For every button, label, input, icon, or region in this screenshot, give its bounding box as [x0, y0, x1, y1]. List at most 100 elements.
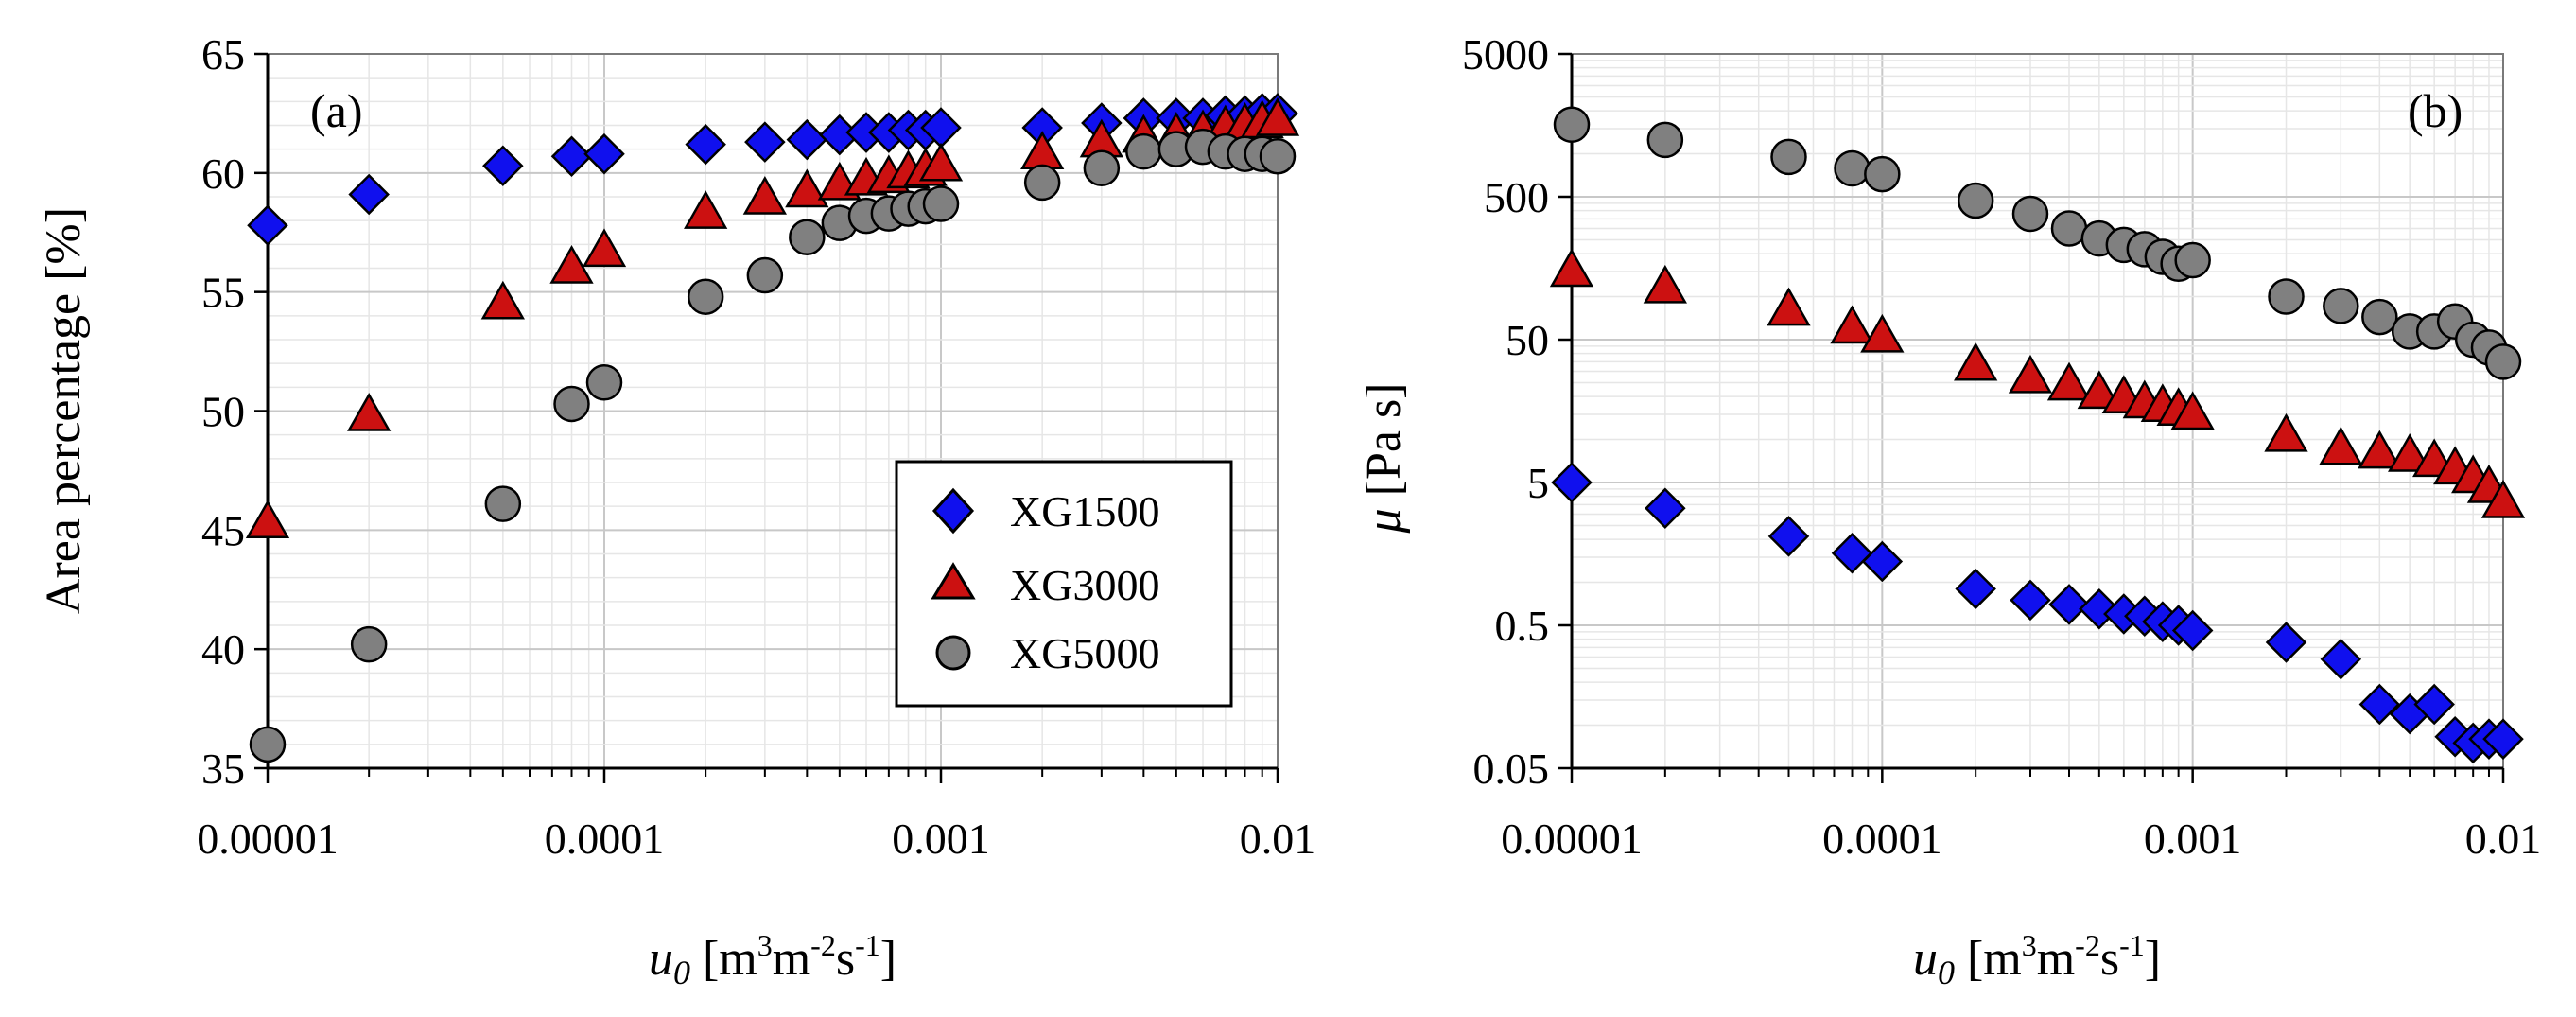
panel-b: 0.00001 0.0001 0.001 0.010.050.55505005000 …	[1357, 30, 2541, 991]
panel-a-point-xg1500	[744, 121, 786, 163]
panel-a-point-xg5000	[1259, 137, 1297, 175]
x-axis-title-sup-1: 3	[757, 928, 773, 962]
panel-b-y-tick-label: 5000	[1462, 30, 1549, 79]
x-axis-title-unit-open: [m	[690, 932, 757, 986]
panel-a-point-xg3000	[1020, 131, 1065, 169]
panel-b-point-xg1500	[2010, 579, 2051, 622]
legend-marker-xg1500	[931, 487, 975, 535]
panel-a-point-xg1500	[247, 204, 288, 246]
panel-b-tick-labels: 0.00001 0.0001 0.001 0.01 0.05 0.5 5 50 500 5000	[1462, 30, 2541, 863]
panel-b-point-xg5000	[2050, 210, 2088, 247]
panel-b-point-xg3000	[1830, 305, 1874, 344]
panel-b-point-xg1500	[2358, 683, 2401, 726]
panel-a-point-xg5000	[350, 625, 388, 663]
panel-b-x-tick-label: 0.001	[2144, 815, 2242, 863]
x-axis-title-subscript: 0	[673, 954, 690, 991]
panel-a-x-axis-title: u0 [m3m-2s-1]	[649, 928, 896, 991]
panel-a-point-xg1500	[482, 145, 524, 187]
panel-b-point-xg3000	[2077, 370, 2121, 410]
panel-a-point-xg5000	[553, 385, 590, 423]
panel-b-point-xg1500	[1831, 532, 1873, 574]
panel-b-point-xg1500	[1861, 540, 1904, 583]
panel-b-point-xg1500	[2413, 683, 2455, 726]
panel-b-plot-frame	[1571, 53, 2504, 769]
panel-b-point-xg5000	[1770, 138, 1807, 176]
y-axis-title-unit: [Pa s]	[1357, 383, 1411, 509]
panel-a-point-xg3000	[785, 168, 829, 208]
panel-b-point-xg3000	[1767, 287, 1811, 326]
panel-a-point-xg5000	[687, 278, 724, 315]
panel-a-point-xg5000	[585, 364, 623, 401]
panel-b-point-xg5000	[2361, 298, 2398, 336]
panel-b-label: (b)	[2408, 84, 2463, 137]
panel-b-y-tick-label: 500	[1484, 173, 1549, 221]
panel-a-point-xg1500	[583, 132, 625, 175]
panel-b-point-xg3000	[1549, 248, 1594, 288]
panel-b-point-xg3000	[2358, 430, 2402, 469]
x-axis-title-unit-open: [m	[1955, 932, 2022, 986]
x-axis-title-unit-mid: m	[2037, 932, 2075, 986]
panel-a-point-xg3000	[480, 280, 525, 320]
panel-b-point-xg3000	[2046, 361, 2092, 401]
x-axis-title-symbol: u	[1913, 932, 1938, 986]
panel-b-x-tick-label: 0.0001	[1822, 815, 1942, 863]
panel-a-point-xg3000	[347, 393, 392, 431]
panel-a-x-tick-label: 0.0001	[545, 815, 665, 863]
panel-b-point-xg3000	[2170, 391, 2215, 430]
panel-b-y-axis-title: μ [Pa s]	[1357, 383, 1411, 535]
panel-a-point-xg3000	[1255, 96, 1300, 136]
legend-label-xg1500: XG1500	[1010, 487, 1159, 535]
panel-a-axes	[254, 52, 1279, 783]
x-axis-title-sup-3: -1	[2119, 928, 2145, 962]
panel-b-point-xg1500	[1955, 568, 1996, 610]
panel-b-point-xg5000	[1553, 106, 1591, 143]
panel-a-point-xg5000	[1083, 149, 1121, 187]
panel-b-point-xg3000	[2480, 480, 2526, 518]
panel-a-point-xg1500	[786, 118, 828, 161]
legend-marker-xg3000	[931, 562, 976, 600]
panel-a-x-tick-label: 0.001	[892, 815, 990, 863]
panel-b-point-xg5000	[1864, 155, 1901, 193]
panel-a-point-xg3000	[582, 228, 627, 268]
panel-b-point-xg3000	[2319, 426, 2363, 465]
x-axis-title-unit-s: s	[836, 932, 855, 986]
panel-b-point-xg5000	[1646, 121, 1684, 159]
panel-b-point-xg1500	[1645, 487, 1686, 530]
x-axis-title-unit-close: ]	[880, 932, 896, 986]
panel-a-label: (a)	[310, 84, 363, 137]
panel-b-y-tick-label: 5	[1527, 459, 1549, 507]
legend-label-xg5000: XG5000	[1010, 629, 1159, 677]
panel-b-y-tick-label: 0.5	[1495, 602, 1550, 650]
panel-a-point-xg5000	[1023, 164, 1061, 202]
panel-b-point-xg3000	[1643, 264, 1687, 304]
panel-b-point-xg1500	[2482, 718, 2524, 760]
panel-a-y-tick-label: 55	[201, 269, 245, 317]
panel-b-point-xg1500	[2171, 609, 2214, 652]
panel-a: 0.00001 0.0001 0.001 0.01 35 40 45 50 55 60 65 (a)…	[37, 30, 1315, 991]
panel-a-tick-labels: 0.00001 0.0001 0.001 0.01 35 40 45 50 55 60 65	[197, 30, 1315, 863]
panel-b-point-xg3000	[1954, 342, 1998, 381]
panel-b-point-xg3000	[2388, 433, 2432, 472]
panel-b-point-xg1500	[2320, 638, 2362, 680]
panel-b-x-axis-title: u0 [m3m-2s-1]	[1913, 928, 2161, 991]
panel-a-y-tick-label: 40	[201, 625, 245, 674]
panel-a-point-xg3000	[245, 500, 290, 539]
x-axis-title-unit-s: s	[2100, 932, 2119, 986]
panel-b-x-tick-label: 0.00001	[1501, 815, 1643, 863]
panel-a-x-tick-label: 0.01	[1240, 815, 1316, 863]
panel-a-point-xg5000	[746, 256, 784, 294]
y-axis-title-symbol: μ	[1357, 508, 1411, 534]
panel-a-y-axis-title: Area percentage [%]	[37, 207, 91, 614]
panel-b-y-tick-label: 0.05	[1473, 745, 1550, 793]
panel-b-point-xg3000	[1860, 313, 1905, 353]
panel-a-point-xg1500	[550, 135, 593, 177]
panel-b-point-xg1500	[1551, 462, 1593, 503]
panel-a-y-tick-label: 45	[201, 506, 245, 554]
panel-b-point-xg5000	[2174, 241, 2211, 279]
panel-a-point-xg5000	[1125, 132, 1162, 170]
x-axis-title-sup-3: -1	[855, 928, 880, 962]
panel-b-point-xg5000	[2323, 288, 2359, 324]
panel-b-point-xg5000	[2484, 343, 2522, 380]
panel-a-point-xg3000	[918, 142, 964, 182]
